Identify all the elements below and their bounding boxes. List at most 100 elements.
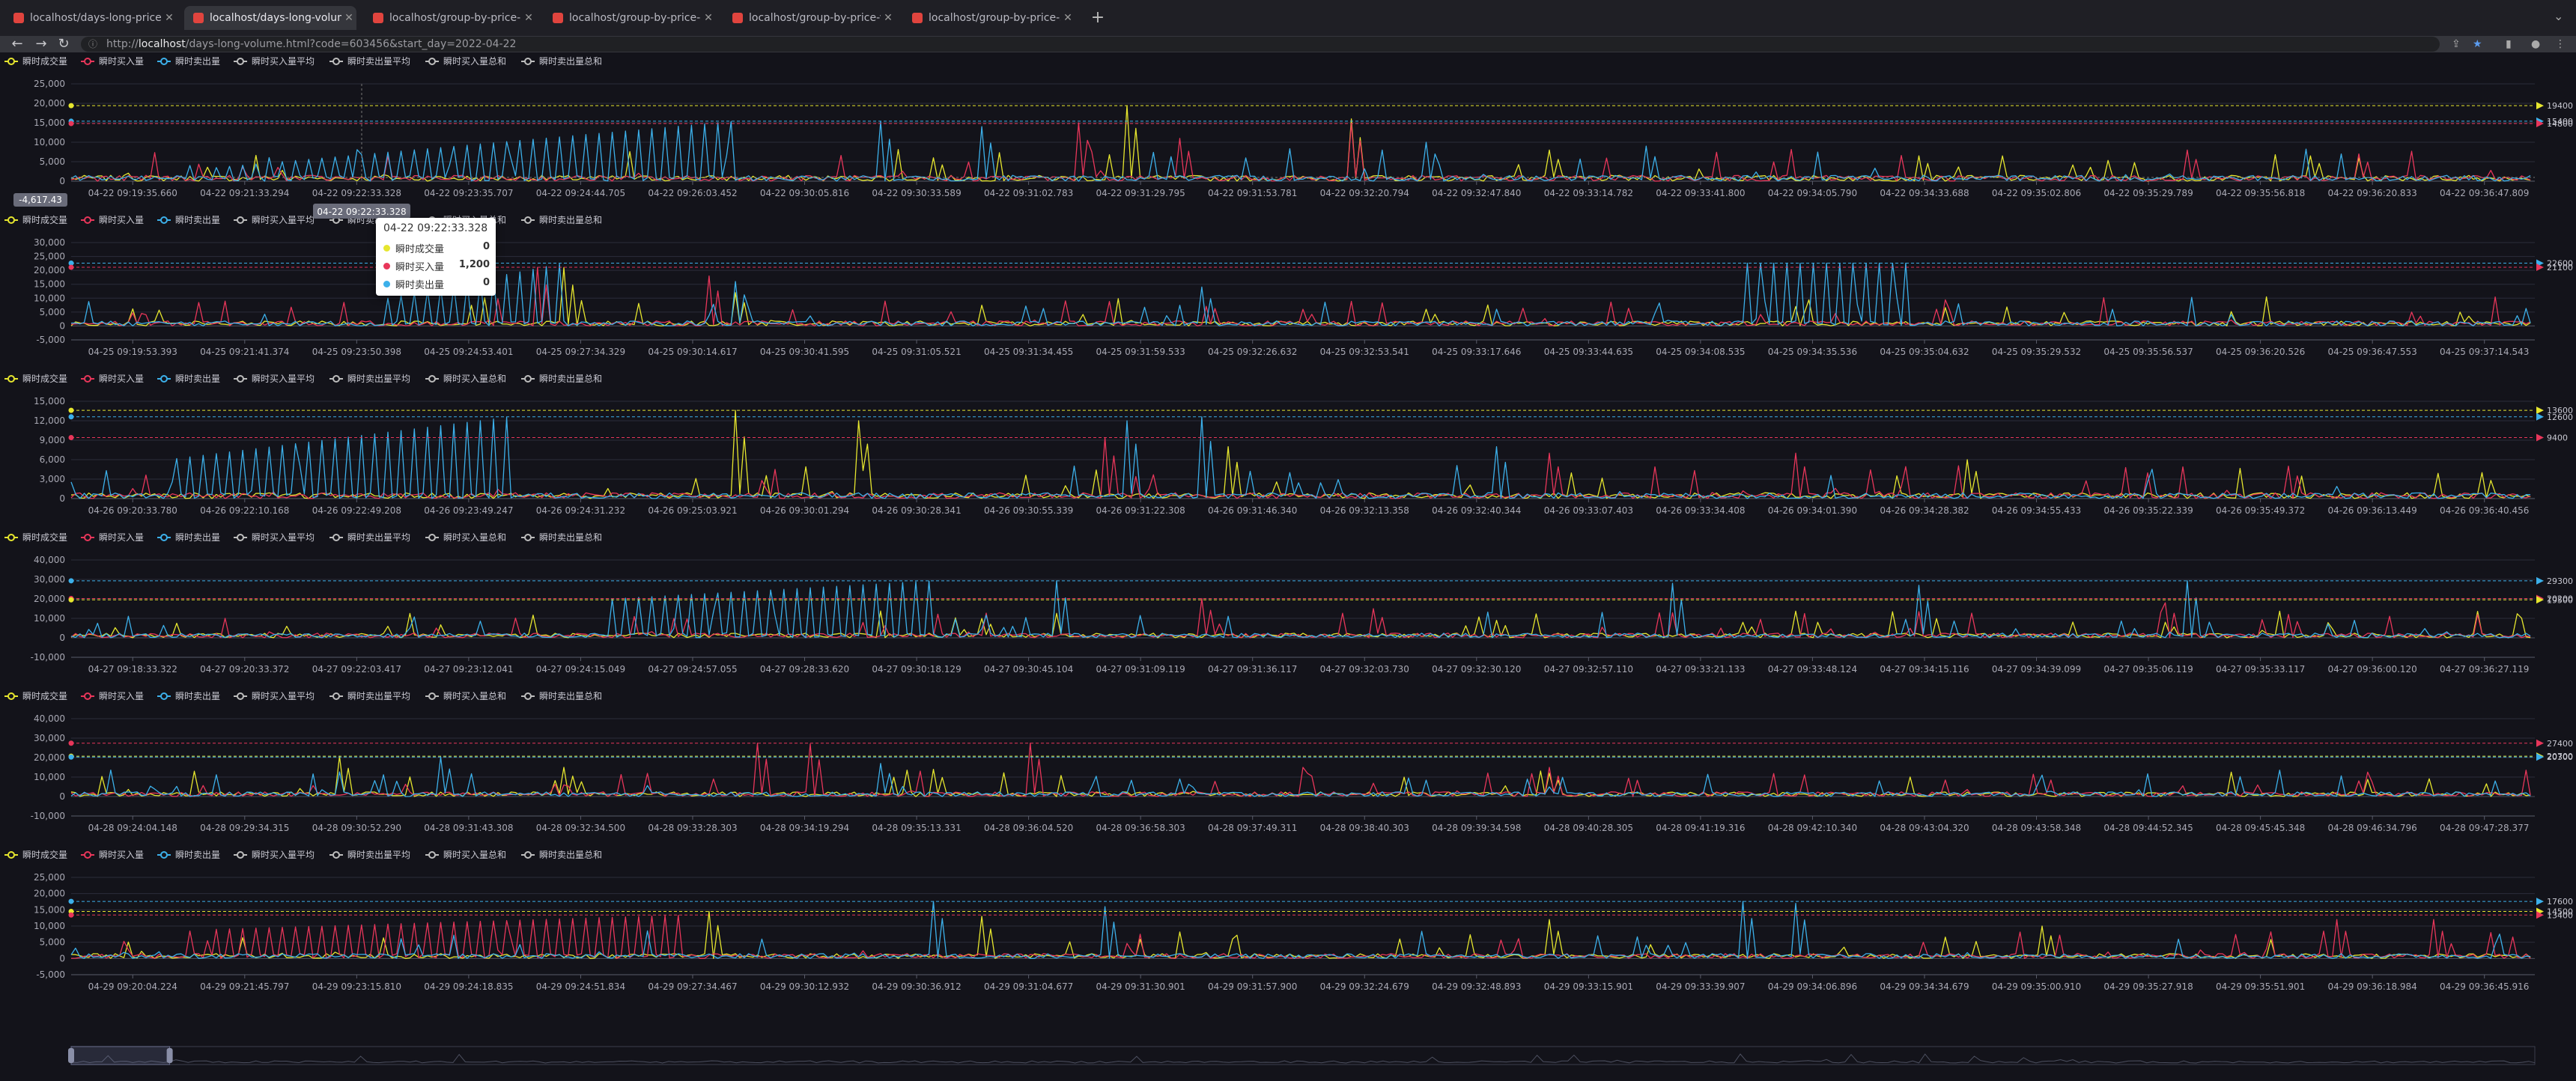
legend-swatch-icon[interactable] — [332, 692, 340, 700]
x-axis-tick-label: 04-26 09:34:28.382 — [1880, 505, 1969, 516]
x-axis-tick-label: 04-27 09:33:21.133 — [1656, 664, 1745, 675]
x-axis-tick-label: 04-25 09:30:14.617 — [648, 347, 737, 357]
back-arrow-icon[interactable]: ← — [11, 36, 23, 52]
x-axis-tick-label: 04-26 09:22:49.208 — [312, 505, 401, 516]
browser-tab[interactable]: localhost/group-by-price-stats✕ — [903, 6, 1075, 30]
legend-swatch-icon[interactable] — [84, 692, 91, 700]
charts-area: 瞬时成交量 瞬时买入量 瞬时卖出量 瞬时买入量平均 瞬时卖出量平均 瞬时买入量总和 瞬时卖出… — [0, 54, 2576, 1078]
legend-swatch-icon[interactable] — [237, 216, 244, 224]
datazoom-track[interactable] — [70, 1046, 2536, 1065]
browser-tab-active[interactable]: localhost/days-long-volume.html✕ — [184, 6, 356, 30]
legend-swatch-icon[interactable] — [332, 851, 340, 859]
x-axis-tick-label: 04-27 09:28:33.620 — [760, 664, 849, 675]
legend-swatch-icon[interactable] — [524, 534, 532, 541]
site-info-icon[interactable]: ⓘ — [88, 39, 98, 49]
legend-swatch-icon[interactable] — [84, 534, 91, 541]
legend-swatch-icon[interactable] — [160, 375, 168, 383]
legend-item-label: 瞬时买入量 — [99, 56, 144, 67]
profile-avatar-icon[interactable]: ● — [2531, 38, 2541, 50]
close-tab-icon[interactable]: ✕ — [344, 12, 353, 24]
x-axis-tick-label: 04-27 09:35:33.117 — [2216, 664, 2305, 675]
browser-tab[interactable]: localhost/days-long-price.html✕ — [4, 6, 177, 30]
legend-swatch-icon[interactable] — [237, 851, 244, 859]
x-axis-tick-label: 04-29 09:21:45.797 — [200, 981, 289, 992]
legend-swatch-icon[interactable] — [160, 58, 168, 65]
datazoom-right-handle[interactable] — [166, 1048, 173, 1063]
legend-swatch-icon[interactable] — [7, 534, 15, 541]
legend-item-label: 瞬时卖出量总和 — [539, 374, 602, 384]
x-axis-tick-label: 04-25 09:35:56.537 — [2103, 347, 2193, 357]
legend-swatch-icon[interactable] — [332, 534, 340, 541]
address-bar[interactable]: ⓘ http://localhost/days-long-volume.html… — [81, 37, 2440, 52]
legend-swatch-icon[interactable] — [7, 851, 15, 859]
legend-item-label: 瞬时买入量 — [99, 374, 144, 384]
legend-swatch-icon[interactable] — [7, 58, 15, 65]
legend-swatch-icon[interactable] — [7, 375, 15, 383]
legend-swatch-icon[interactable] — [84, 58, 91, 65]
datazoom-selected-range[interactable] — [70, 1046, 171, 1065]
legend-swatch-icon[interactable] — [237, 58, 244, 65]
markline-start-dot — [68, 435, 74, 441]
x-axis-tick-label: 04-25 09:36:20.526 — [2216, 347, 2305, 357]
close-tab-icon[interactable]: ✕ — [704, 12, 713, 24]
y-axis-tick-label: 20,000 — [34, 752, 65, 763]
legend-swatch-icon[interactable] — [428, 375, 436, 383]
browser-tab[interactable]: localhost/group-by-price-volume✕ — [723, 6, 896, 30]
tab-search-chevron-icon[interactable]: ⌄ — [2554, 9, 2564, 23]
y-axis-tick-label: 20,000 — [34, 265, 65, 275]
legend-swatch-icon[interactable] — [84, 851, 91, 859]
datazoom-left-handle[interactable] — [68, 1048, 74, 1063]
x-axis-tick-label: 04-22 09:19:35.660 — [88, 188, 177, 198]
share-icon[interactable]: ⇪ — [2452, 38, 2461, 50]
legend-swatch-icon[interactable] — [84, 375, 91, 383]
legend-swatch-icon[interactable] — [428, 534, 436, 541]
new-tab-plus-icon[interactable]: + — [1090, 8, 1105, 27]
legend-item-label: 瞬时卖出量总和 — [539, 850, 602, 860]
legend-swatch-icon[interactable] — [332, 375, 340, 383]
legend-swatch-icon[interactable] — [524, 375, 532, 383]
legend-swatch-icon[interactable] — [160, 216, 168, 224]
y-axis-tick-label: 5,000 — [40, 307, 65, 317]
legend-swatch-icon[interactable] — [237, 692, 244, 700]
legend-swatch-icon[interactable] — [237, 534, 244, 541]
legend-swatch-icon[interactable] — [332, 58, 340, 65]
legend-swatch-icon[interactable] — [84, 216, 91, 224]
browser-tab[interactable]: localhost/group-by-price-price✕ — [364, 6, 536, 30]
close-tab-icon[interactable]: ✕ — [1063, 12, 1072, 24]
browser-tab[interactable]: localhost/group-by-price-count✕ — [544, 6, 716, 30]
reload-icon[interactable]: ↻ — [58, 36, 70, 52]
legend-swatch-icon[interactable] — [524, 851, 532, 859]
datazoom-preview-line — [70, 1053, 2536, 1064]
x-axis-tick-label: 04-26 09:31:22.308 — [1096, 505, 1185, 516]
close-tab-icon[interactable]: ✕ — [884, 12, 893, 24]
close-tab-icon[interactable]: ✕ — [165, 12, 174, 24]
legend-swatch-icon[interactable] — [237, 375, 244, 383]
legend-swatch-icon[interactable] — [7, 216, 15, 224]
x-axis-tick-label: 04-25 09:35:29.532 — [1992, 347, 2081, 357]
legend-swatch-icon[interactable] — [160, 851, 168, 859]
legend-swatch-icon[interactable] — [428, 692, 436, 700]
legend-swatch-icon[interactable] — [524, 216, 532, 224]
legend-swatch-icon[interactable] — [160, 534, 168, 541]
y-axis-tick-label: 15,000 — [34, 396, 65, 406]
legend-item-label: 瞬时成交量 — [22, 690, 67, 701]
legend-swatch-icon[interactable] — [160, 692, 168, 700]
legend-swatch-icon[interactable] — [7, 692, 15, 700]
bookmark-star-icon[interactable]: ★ — [2473, 38, 2482, 50]
x-axis-tick-label: 04-28 09:45:45.348 — [2216, 823, 2305, 833]
x-axis-tick-label: 04-29 09:30:12.932 — [760, 981, 849, 992]
y-axis-tick-label: 6,000 — [40, 454, 65, 465]
browser-menu-icon[interactable]: ⋮ — [2555, 38, 2566, 50]
y-axis-tick-label: 40,000 — [34, 555, 65, 565]
side-panel-icon[interactable]: ▮ — [2506, 38, 2512, 50]
legend-swatch-icon[interactable] — [428, 58, 436, 65]
close-tab-icon[interactable]: ✕ — [524, 12, 533, 24]
x-axis-tick-label: 04-26 09:30:55.339 — [984, 505, 1073, 516]
x-axis-tick-label: 04-27 09:34:15.116 — [1880, 664, 1969, 675]
legend-swatch-icon[interactable] — [524, 692, 532, 700]
forward-arrow-icon[interactable]: → — [35, 36, 47, 52]
x-axis-tick-label: 04-28 09:42:10.340 — [1768, 823, 1857, 833]
y-axis-tick-label: 25,000 — [34, 79, 65, 89]
legend-swatch-icon[interactable] — [524, 58, 532, 65]
legend-swatch-icon[interactable] — [428, 851, 436, 859]
